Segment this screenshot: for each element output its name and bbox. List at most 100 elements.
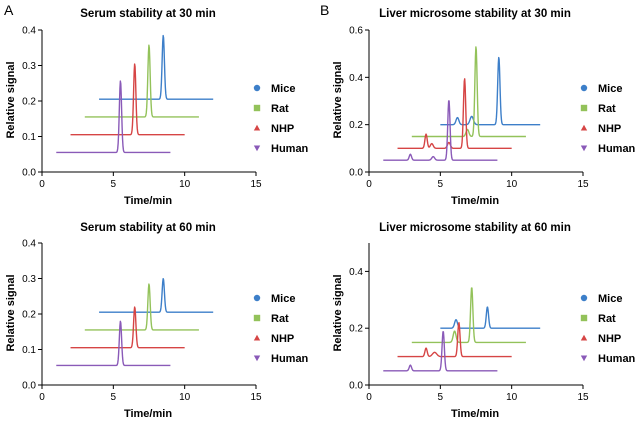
legend-marker-human [580,145,588,152]
x-axis-label: Time/min [451,195,499,207]
legend-marker-mice [253,294,261,302]
legend-label-nhp: NHP [271,123,294,135]
legend-marker-nhp [253,334,261,341]
y-tick-label: 0.0 [349,381,363,392]
legend-label-rat: Rat [271,313,289,325]
x-tick-label: 0 [39,392,45,403]
legend-marker-rat [580,104,588,112]
y-tick-label: 0.4 [22,26,36,37]
chart-title: Serum stability at 60 min [80,222,216,234]
series-line-mice [440,56,541,126]
y-axis-label: Relative signal [332,274,344,351]
x-tick-label: 10 [506,392,518,403]
chart-liver-60min: Liver microsome stability at 60 min Time… [332,222,636,420]
y-tick-label: 0.4 [349,73,363,84]
series-line-human [56,320,171,367]
y-tick-label: 0.0 [349,168,363,179]
x-tick-label: 15 [577,179,589,190]
legend-label-rat: Rat [598,103,616,115]
legend-label-human: Human [271,353,309,365]
series-line-mice [98,277,214,313]
chart-serum-60min: Serum stability at 60 min Time/min Relat… [5,222,309,420]
x-axis-label: Time/min [124,408,172,420]
legend-marker-nhp [253,124,261,131]
y-tick-label: 0.1 [22,132,36,143]
legend-marker-mice [580,294,588,302]
series-line-mice [98,34,214,100]
series-line-rat [84,283,200,331]
x-tick-label: 5 [111,179,117,190]
legend-marker-human [253,355,261,362]
series-line-nhp [397,321,512,358]
x-axis-label: Time/min [451,408,499,420]
legend-label-rat: Rat [271,103,289,115]
legend-marker-nhp [580,124,588,131]
legend-marker-mice [253,84,261,92]
legend-label-human: Human [598,143,636,155]
series-line-rat [411,287,527,344]
series-line-nhp [397,78,512,150]
y-tick-label: 0.2 [22,310,36,321]
x-tick-label: 15 [577,392,589,403]
legend-label-human: Human [271,143,309,155]
series-line-rat [411,46,527,138]
y-tick-label: 0.4 [22,239,36,250]
legend-marker-mice [580,84,588,92]
x-tick-label: 0 [366,392,372,403]
legend-marker-nhp [580,334,588,341]
legend-label-mice: Mice [271,83,295,95]
x-tick-label: 15 [250,392,262,403]
y-tick-label: 0.3 [22,274,36,285]
panel-letter-a: A [4,2,14,18]
x-tick-label: 10 [179,179,191,190]
y-tick-label: 0.2 [349,324,363,335]
x-tick-label: 5 [111,392,117,403]
legend-marker-rat [253,314,261,322]
x-tick-label: 15 [250,179,262,190]
chart-liver-30min: Liver microsome stability at 30 min Time… [332,8,636,207]
chart-serum-30min: Serum stability at 30 min Time/min Relat… [5,8,309,207]
legend-label-mice: Mice [598,293,622,305]
y-tick-label: 0.4 [349,267,363,278]
chart-title: Liver microsome stability at 30 min [379,8,571,20]
x-tick-label: 10 [179,392,191,403]
legend-label-nhp: NHP [271,333,294,345]
legend-label-mice: Mice [598,83,622,95]
x-tick-label: 0 [366,179,372,190]
y-axis-label: Relative signal [5,61,17,138]
x-tick-label: 10 [506,179,518,190]
y-tick-label: 0.1 [22,345,36,356]
x-tick-label: 5 [438,392,444,403]
series-line-mice [440,306,541,329]
y-tick-label: 0.0 [22,381,36,392]
legend-marker-rat [580,314,588,322]
x-tick-label: 5 [438,179,444,190]
legend-marker-human [253,145,261,152]
series-line-human [383,100,498,161]
y-tick-label: 0.3 [22,61,36,72]
series-line-nhp [70,306,185,349]
legend-label-mice: Mice [271,293,295,305]
x-axis-label: Time/min [124,195,172,207]
y-tick-label: 0.0 [22,168,36,179]
series-line-human [383,331,498,372]
y-axis-label: Relative signal [5,274,17,351]
series-line-human [56,80,171,154]
legend-marker-human [580,355,588,362]
chart-title: Liver microsome stability at 60 min [379,222,571,234]
x-tick-label: 0 [39,179,45,190]
series-line-rat [84,44,200,118]
legend-marker-rat [253,104,261,112]
panel-letter-b: B [320,2,329,18]
y-axis-label: Relative signal [332,61,344,138]
legend-label-human: Human [598,353,636,365]
y-tick-label: 0.2 [349,120,363,131]
y-tick-label: 0.6 [349,26,363,37]
series-line-nhp [70,63,185,136]
legend-label-nhp: NHP [598,333,621,345]
legend-label-rat: Rat [598,313,616,325]
y-tick-label: 0.2 [22,97,36,108]
legend-label-nhp: NHP [598,123,621,135]
chart-title: Serum stability at 30 min [80,8,216,20]
